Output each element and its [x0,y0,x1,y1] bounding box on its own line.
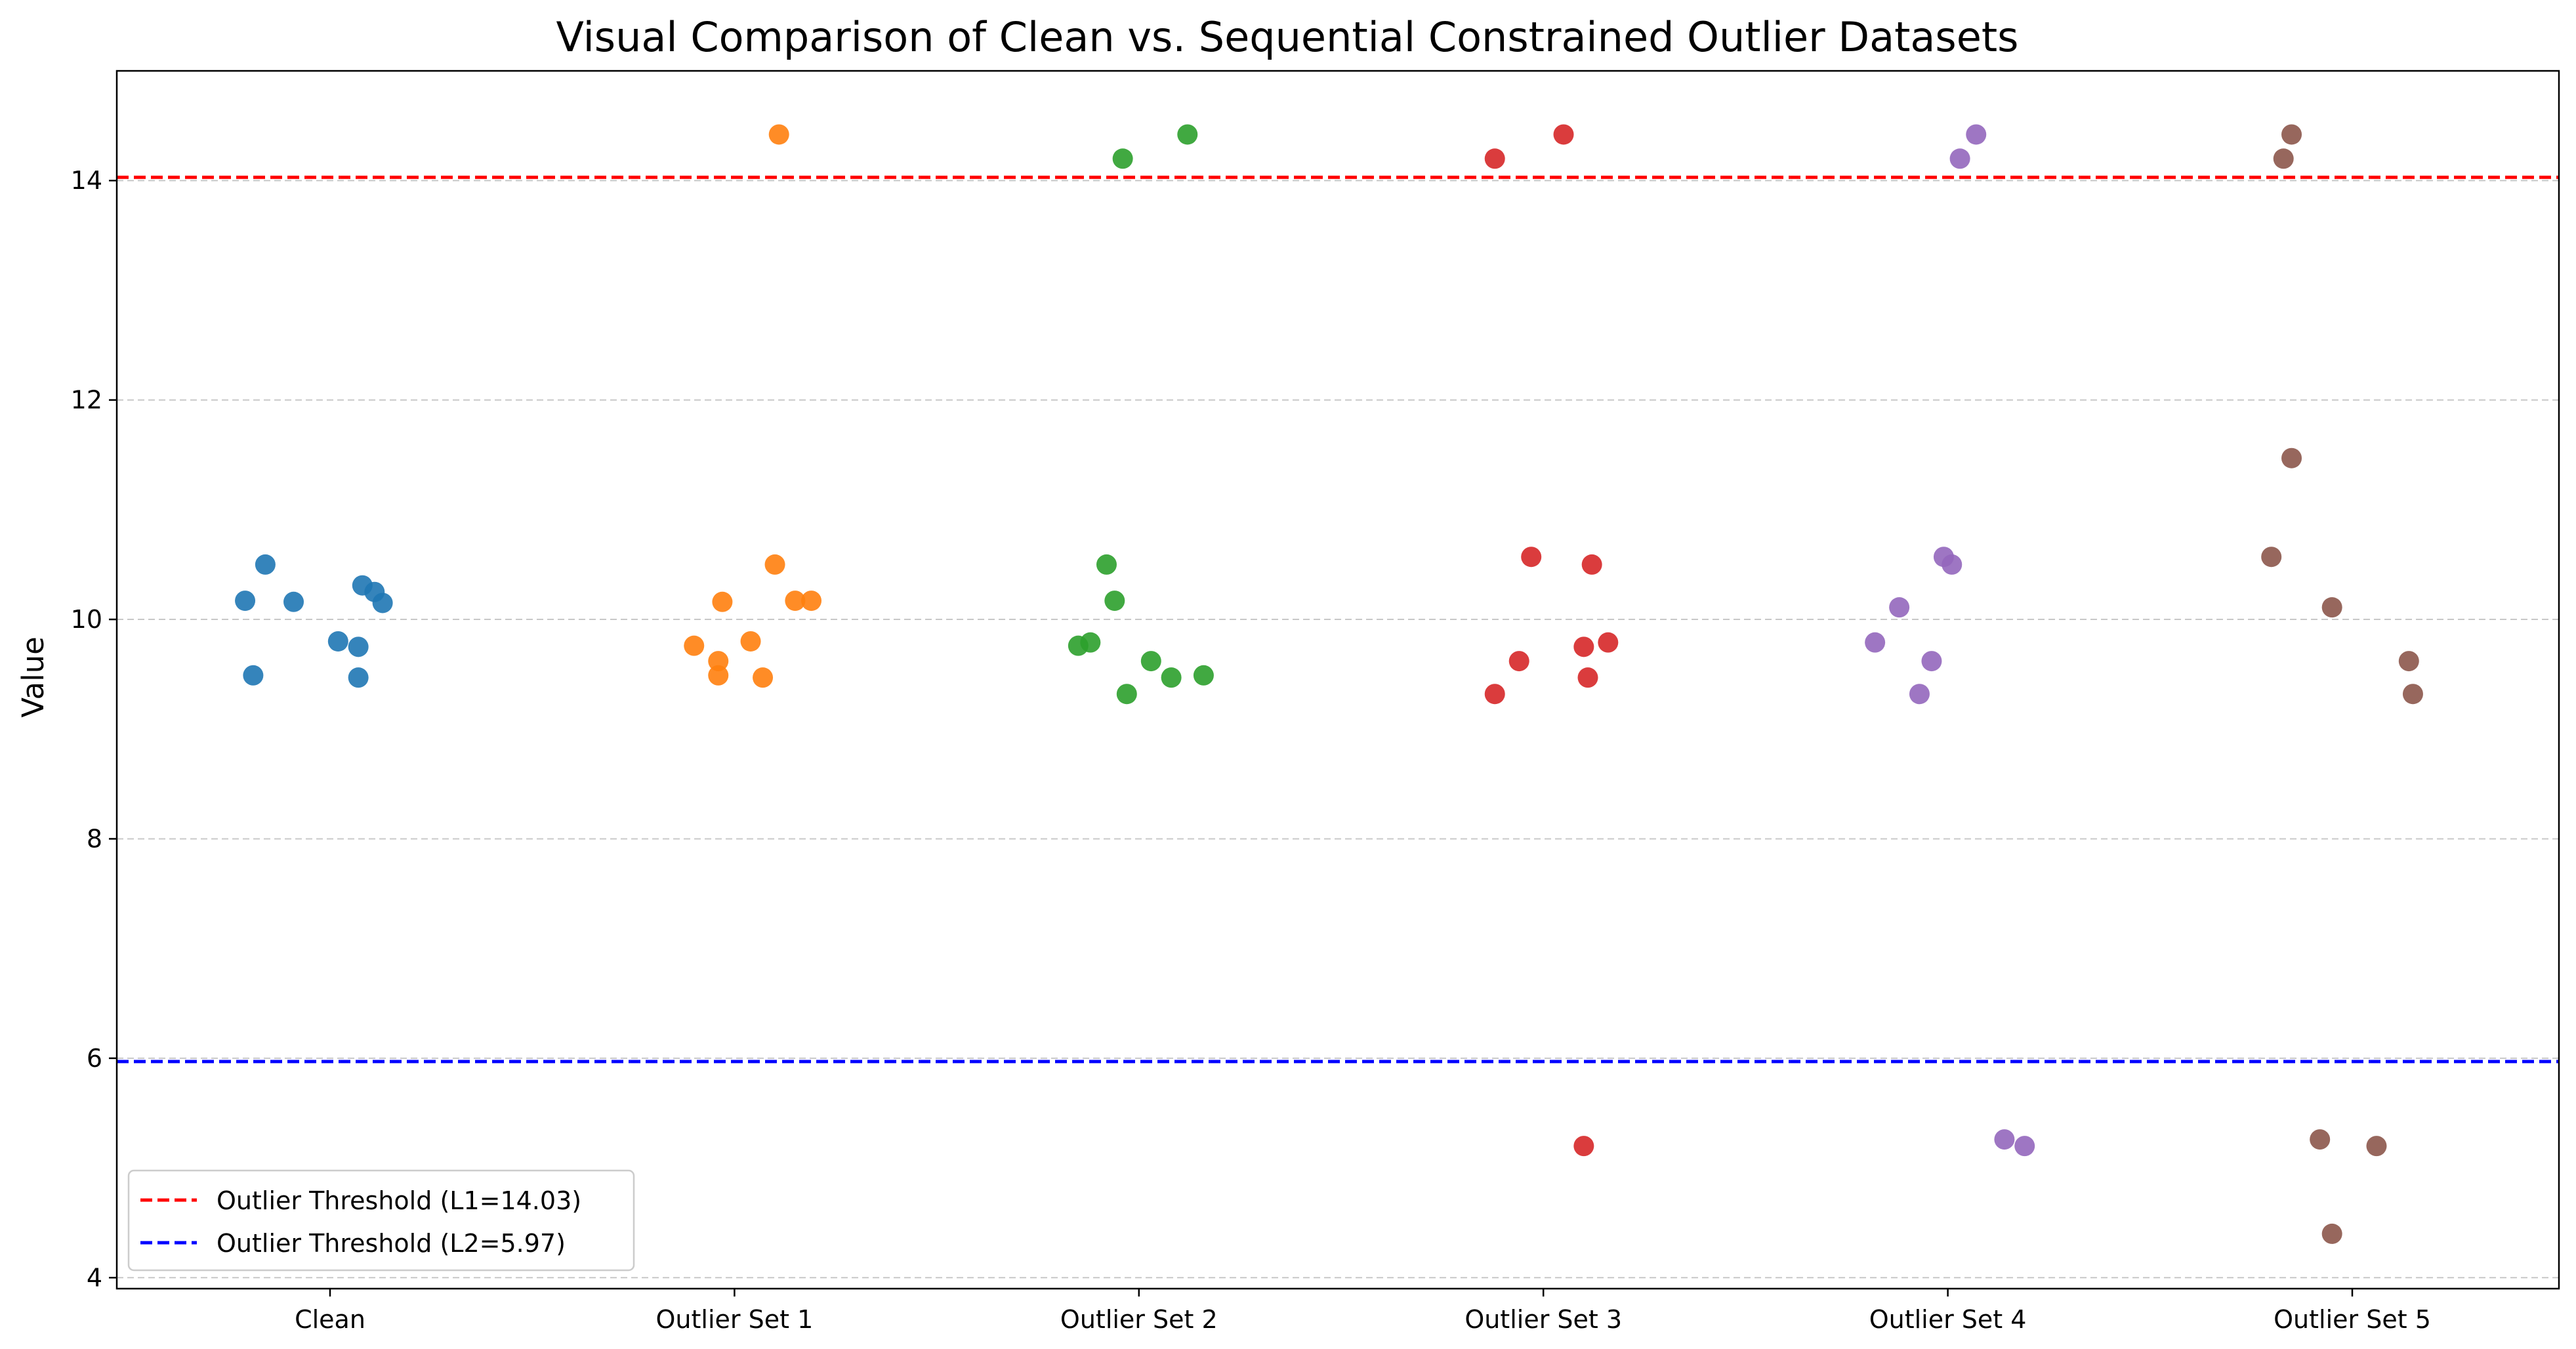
plot-frame [115,70,2560,1290]
data-point [2261,547,2282,568]
data-point [753,667,774,688]
data-point [1140,651,1161,672]
legend: Outlier Threshold (L1=14.03) Outlier Thr… [127,1169,635,1272]
data-point [2281,124,2302,145]
series-4 [1865,124,2035,1157]
legend-label-l2: Outlier Threshold (L2=5.97) [217,1229,566,1258]
chart-title: Visual Comparison of Clean vs. Sequentia… [556,13,2019,61]
data-point [801,591,822,612]
data-point [764,554,785,575]
data-point [2273,148,2294,169]
data-point [1949,148,1970,169]
data-point [1573,636,1594,657]
data-point [1909,684,1930,705]
data-point [1573,1136,1594,1157]
data-point [2014,1136,2035,1157]
data-point [1598,632,1619,653]
x-tick-label: Outlier Set 4 [1869,1305,2027,1334]
data-point [348,667,369,688]
data-point [1096,554,1117,575]
y-tick-label: 8 [87,824,102,853]
data-point [1193,665,1214,686]
data-point [1484,684,1505,705]
x-tick-label: Outlier Set 1 [656,1305,814,1334]
data-point [1942,554,1963,575]
grid-layer [117,180,2559,1279]
data-point [2321,597,2342,618]
data-point [235,591,256,612]
x-tick-label: Outlier Set 3 [1465,1305,1622,1334]
data-point [712,591,733,612]
data-point [785,591,806,612]
data-point [1521,547,1542,568]
data-point [740,631,761,652]
data-point [768,124,789,145]
points-layer [235,124,2423,1244]
data-point [1508,651,1529,672]
x-tick-label: Clean [295,1305,365,1334]
y-tick-label: 10 [71,605,102,634]
y-axis: 4 6 8 10 12 14 [71,166,117,1292]
data-point [2366,1136,2387,1157]
threshold-layer [117,175,2559,1064]
data-point [708,651,729,672]
data-point [1553,124,1574,145]
data-point [1104,591,1125,612]
data-point [348,636,369,657]
legend-box [127,1169,635,1272]
data-point [243,665,264,686]
data-point [1080,632,1101,653]
x-tick-label: Outlier Set 2 [1060,1305,1218,1334]
data-point [1921,651,1942,672]
x-axis: Clean Outlier Set 1 Outlier Set 2 Outlier S… [295,1289,2431,1334]
data-point [255,554,276,575]
data-point [1889,597,1910,618]
data-point [708,665,729,686]
data-point [1177,124,1198,145]
series-5 [2261,124,2423,1244]
data-point [1577,667,1598,688]
data-point [2321,1223,2342,1244]
data-point [2398,651,2419,672]
data-point [684,635,705,656]
series-0 [235,554,393,688]
data-point [2402,684,2423,705]
series-3 [1484,124,1619,1157]
series-2 [1068,124,1214,705]
data-point [327,631,348,652]
data-point [283,591,304,612]
data-point [1116,684,1137,705]
data-point [1994,1129,2015,1150]
data-point [1581,554,1602,575]
data-point [1112,148,1133,169]
y-tick-label: 12 [71,386,102,415]
y-axis-label: Value [16,636,51,718]
data-point [1484,148,1505,169]
x-tick-label: Outlier Set 5 [2274,1305,2431,1334]
data-point [372,592,393,613]
y-tick-label: 14 [71,166,102,195]
data-point [1966,124,1987,145]
y-tick-label: 6 [87,1044,102,1073]
data-point [2310,1129,2331,1150]
y-tick-label: 4 [87,1263,102,1292]
series-1 [684,124,822,688]
data-point [1161,667,1182,688]
data-point [2281,447,2302,468]
legend-label-l1: Outlier Threshold (L1=14.03) [217,1186,581,1215]
data-point [1865,632,1886,653]
